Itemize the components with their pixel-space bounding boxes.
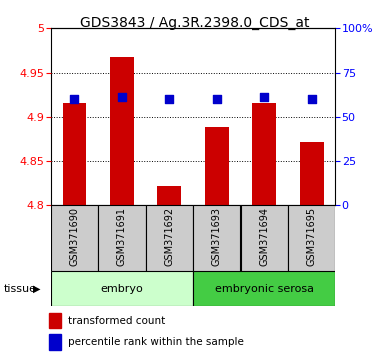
- Bar: [158, 186, 181, 205]
- Bar: [98, 205, 145, 271]
- Text: ▶: ▶: [33, 284, 41, 294]
- Bar: [49, 313, 61, 329]
- Text: embryonic serosa: embryonic serosa: [215, 284, 314, 293]
- Bar: [193, 271, 335, 306]
- Bar: [288, 205, 335, 271]
- Text: transformed count: transformed count: [68, 316, 165, 326]
- Bar: [205, 127, 229, 205]
- Text: GDS3843 / Ag.3R.2398.0_CDS_at: GDS3843 / Ag.3R.2398.0_CDS_at: [80, 16, 310, 30]
- Text: tissue: tissue: [4, 284, 37, 294]
- Text: GSM371693: GSM371693: [212, 207, 222, 266]
- Bar: [252, 103, 276, 205]
- Point: [166, 96, 172, 102]
- Bar: [241, 205, 288, 271]
- Bar: [51, 271, 193, 306]
- Bar: [62, 103, 86, 205]
- Text: GSM371694: GSM371694: [259, 207, 269, 266]
- Point: [214, 96, 220, 102]
- Text: GSM371691: GSM371691: [117, 207, 127, 266]
- Bar: [300, 142, 324, 205]
- Text: percentile rank within the sample: percentile rank within the sample: [68, 337, 244, 347]
- Point: [71, 96, 78, 102]
- Text: embryo: embryo: [101, 284, 143, 293]
- Point: [261, 95, 267, 100]
- Bar: [51, 205, 98, 271]
- Text: GSM371695: GSM371695: [307, 207, 317, 266]
- Bar: [145, 205, 193, 271]
- Text: GSM371692: GSM371692: [164, 207, 174, 266]
- Bar: [49, 334, 61, 350]
- Bar: [193, 205, 241, 271]
- Point: [308, 96, 315, 102]
- Bar: [110, 57, 134, 205]
- Text: GSM371690: GSM371690: [69, 207, 80, 266]
- Point: [119, 95, 125, 100]
